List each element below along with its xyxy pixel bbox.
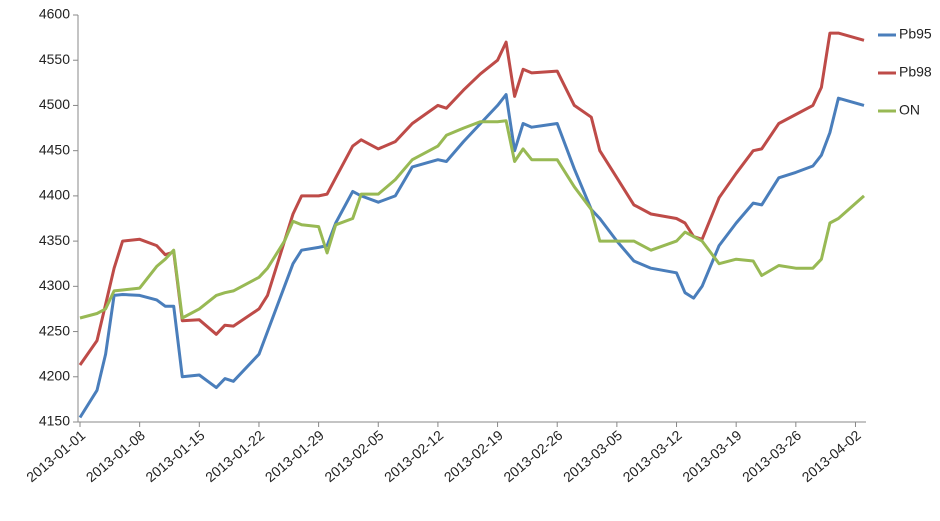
- x-tick-label: 2013-02-19: [441, 427, 506, 485]
- x-tick-label: 2013-01-22: [202, 427, 267, 485]
- x-tick-label: 2013-01-08: [83, 427, 148, 485]
- x-tick-label: 2013-03-19: [679, 427, 744, 485]
- x-tick-label: 2013-02-05: [321, 427, 386, 485]
- x-tick-label: 2013-01-29: [262, 427, 327, 485]
- y-tick-label: 4150: [39, 413, 70, 429]
- y-tick-label: 4550: [39, 51, 70, 67]
- x-tick-label: 2013-03-05: [560, 427, 625, 485]
- series-line: [78, 31, 865, 366]
- x-tick-label: 2013-02-12: [381, 427, 446, 485]
- y-tick-label: 4400: [39, 187, 70, 203]
- y-tick-label: 4600: [39, 6, 70, 22]
- y-tick-label: 4200: [39, 367, 70, 383]
- series-line: [78, 93, 865, 419]
- x-tick-label: 2013-02-26: [500, 427, 565, 485]
- y-tick-label: 4500: [39, 96, 70, 112]
- y-tick-label: 4350: [39, 232, 70, 248]
- y-tick-label: 4250: [39, 322, 70, 338]
- legend-label: Pb95: [899, 26, 932, 42]
- x-tick-label: 2013-01-15: [142, 427, 207, 485]
- series-line: [79, 119, 865, 320]
- x-tick-label: 2013-03-26: [739, 427, 804, 485]
- x-tick-label: 2013-03-12: [620, 427, 685, 485]
- legend-label: Pb98: [899, 64, 932, 80]
- x-tick-label: 2013-04-02: [799, 427, 864, 485]
- x-tick-label: 2013-01-01: [23, 427, 88, 485]
- y-tick-label: 4450: [39, 141, 70, 157]
- y-tick-label: 4300: [39, 277, 70, 293]
- legend-label: ON: [899, 102, 920, 118]
